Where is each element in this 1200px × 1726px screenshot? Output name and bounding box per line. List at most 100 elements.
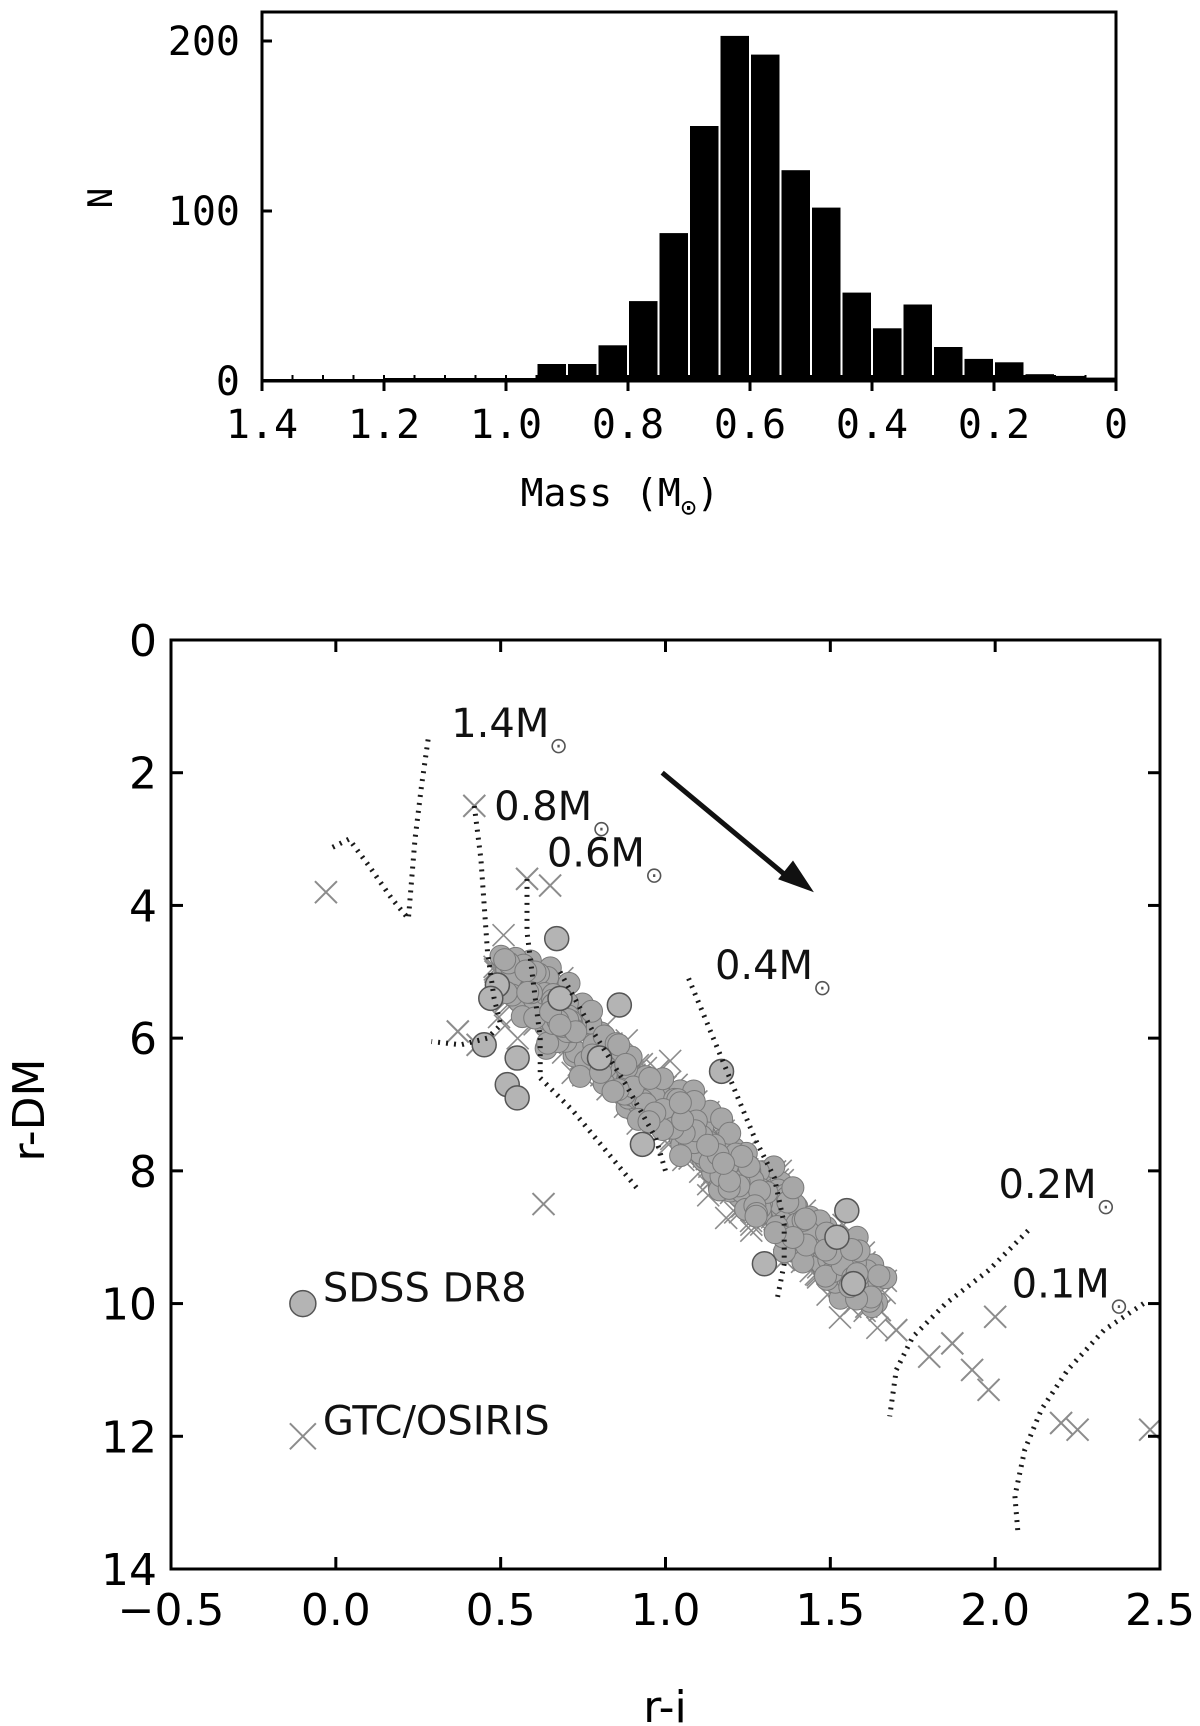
mass-track-label-value: 0.8M bbox=[494, 784, 592, 830]
sdss-dr8-point bbox=[744, 1204, 768, 1228]
histogram-bar bbox=[812, 207, 841, 381]
mass-track bbox=[328, 739, 431, 926]
histogram-x-tick-label: 1.2 bbox=[348, 402, 420, 448]
histogram-bar bbox=[873, 328, 902, 381]
mass-tracks bbox=[328, 739, 1145, 1537]
cross-stroke bbox=[917, 1344, 941, 1369]
histogram-bar bbox=[1056, 375, 1085, 381]
cross-stroke bbox=[960, 1358, 984, 1382]
histogram-bar bbox=[964, 358, 993, 381]
sdss-dr8-point bbox=[638, 1066, 662, 1090]
cmd-y-tick-label: 2 bbox=[129, 749, 157, 800]
cross-stroke bbox=[1065, 1417, 1090, 1442]
gtc-osiris-point bbox=[1065, 1417, 1090, 1442]
histogram-y-ticks: 0 100 200 bbox=[168, 19, 272, 405]
histogram-bar bbox=[598, 345, 627, 381]
histogram-x-tick-label: 0.2 bbox=[958, 402, 1030, 448]
histogram-bar bbox=[568, 364, 597, 381]
histogram-x-tick-label: 0 bbox=[1104, 402, 1128, 448]
sdss-dr8-point bbox=[669, 1144, 693, 1168]
mass-track bbox=[686, 977, 787, 1298]
reddening-arrow bbox=[660, 770, 814, 893]
sdss-dr8-point bbox=[568, 1064, 592, 1088]
cross-stroke bbox=[506, 1026, 530, 1050]
sdss-dr8-point bbox=[614, 1052, 638, 1076]
mass-track-label-sun-symbol: ⊙ bbox=[1110, 1295, 1128, 1320]
gtc-osiris-point bbox=[531, 1192, 556, 1216]
cmd-y-tick-label: 8 bbox=[129, 1147, 157, 1198]
sdss-dr8-point bbox=[547, 985, 573, 1012]
histogram-frame bbox=[260, 10, 1118, 383]
histogram-bar bbox=[1025, 374, 1054, 381]
cross-stroke bbox=[976, 1378, 1001, 1402]
mass-track-label: 0.4M⊙ bbox=[715, 943, 832, 1001]
colour-magnitude-diagram: 1.4M⊙0.8M⊙0.6M⊙0.4M⊙0.2M⊙0.1M⊙ SDSS DR8G… bbox=[4, 616, 1195, 1726]
histogram-bar bbox=[629, 301, 658, 381]
cross-stroke bbox=[940, 1331, 965, 1356]
cross-stroke bbox=[884, 1318, 908, 1342]
histogram-y-axis-label: N bbox=[81, 188, 121, 208]
mass-track-label-sun-symbol: ⊙ bbox=[645, 863, 663, 888]
histogram-bar bbox=[903, 304, 932, 381]
sdss-dr8-point bbox=[668, 1091, 692, 1115]
mass-track-label-sun-symbol: ⊙ bbox=[813, 976, 831, 1001]
sdss-dr8-point bbox=[601, 1079, 625, 1103]
gtc-osiris-points bbox=[314, 794, 1160, 1442]
cross-stroke bbox=[289, 1422, 317, 1450]
sdss-dr8-point bbox=[814, 1264, 838, 1288]
sdss-dr8-point bbox=[637, 1110, 661, 1134]
cross-stroke bbox=[531, 1192, 556, 1216]
mass-histogram: 1.4 1.2 1.0 0.8 0.6 0.4 0.2 0 0 100 200 N Mass (M… bbox=[81, 10, 1128, 523]
mass-track bbox=[538, 1076, 642, 1193]
sdss-dr8-point bbox=[548, 1013, 572, 1037]
histogram-y-tick-label: 100 bbox=[168, 189, 240, 235]
gtc-osiris-point bbox=[917, 1344, 941, 1369]
sdss-dr8-point bbox=[504, 1045, 530, 1071]
mass-track-label-sun-symbol: ⊙ bbox=[549, 734, 567, 759]
cmd-x-tick-label: 0.0 bbox=[301, 1585, 371, 1636]
gtc-osiris-point bbox=[506, 1026, 530, 1050]
mass-track-label: 0.1M⊙ bbox=[1012, 1262, 1129, 1320]
sdss-dr8-point bbox=[712, 1151, 736, 1175]
cmd-y-tick-label: 4 bbox=[129, 881, 157, 932]
histogram-x-tick-label: 0.8 bbox=[592, 402, 664, 448]
sdss-dr8-point bbox=[867, 1264, 891, 1288]
histogram-bar bbox=[659, 233, 688, 381]
gtc-osiris-point bbox=[515, 867, 539, 891]
sdss-dr8-point bbox=[471, 1032, 497, 1058]
histogram-bars bbox=[263, 35, 1115, 382]
histogram-x-tick-label: 0.6 bbox=[714, 402, 786, 448]
sdss-dr8-point bbox=[696, 1133, 720, 1157]
histogram-x-tick-label: 1.4 bbox=[226, 402, 298, 448]
legend-marker-cross bbox=[289, 1422, 317, 1450]
histogram-bar bbox=[995, 362, 1024, 381]
cross-stroke bbox=[1138, 1418, 1160, 1442]
histogram-bar bbox=[842, 292, 871, 381]
gtc-osiris-point bbox=[462, 794, 487, 818]
mass-track-label-value: 0.2M bbox=[998, 1162, 1096, 1208]
histogram-bar bbox=[690, 126, 719, 381]
gtc-osiris-point bbox=[491, 923, 516, 947]
gtc-osiris-point bbox=[314, 880, 338, 904]
histogram-x-axis-label: Mass (M⊙) bbox=[521, 471, 720, 523]
mass-track-label-value: 0.1M bbox=[1012, 1262, 1110, 1308]
histogram-x-axis-label-sub: ⊙ bbox=[681, 493, 697, 523]
cmd-x-tick-label: −0.5 bbox=[118, 1585, 225, 1636]
cmd-y-tick-label: 0 bbox=[129, 616, 157, 667]
reddening-arrow-shaft bbox=[660, 770, 796, 885]
cmd-y-ticks: 0 2 4 6 8 10 12 14 bbox=[101, 616, 1160, 1596]
sdss-dr8-point bbox=[751, 1251, 778, 1277]
mass-track-label-sun-symbol: ⊙ bbox=[592, 817, 610, 842]
mass-track-label: 0.6M⊙ bbox=[547, 830, 664, 888]
cmd-y-tick-label: 14 bbox=[101, 1545, 157, 1596]
sdss-dr8-point bbox=[781, 1176, 805, 1200]
cmd-x-tick-label: 2.5 bbox=[1125, 1585, 1195, 1636]
histogram-x-axis-label-close: ) bbox=[696, 471, 719, 515]
cmd-y-tick-label: 10 bbox=[101, 1280, 157, 1331]
sdss-dr8-points bbox=[471, 925, 898, 1319]
cmd-x-axis-label: r-i bbox=[643, 1682, 686, 1726]
cmd-x-tick-label: 2.0 bbox=[960, 1585, 1030, 1636]
sdss-dr8-point bbox=[504, 1085, 530, 1111]
sdss-dr8-point bbox=[586, 1045, 613, 1071]
sdss-dr8-point bbox=[629, 1131, 656, 1158]
